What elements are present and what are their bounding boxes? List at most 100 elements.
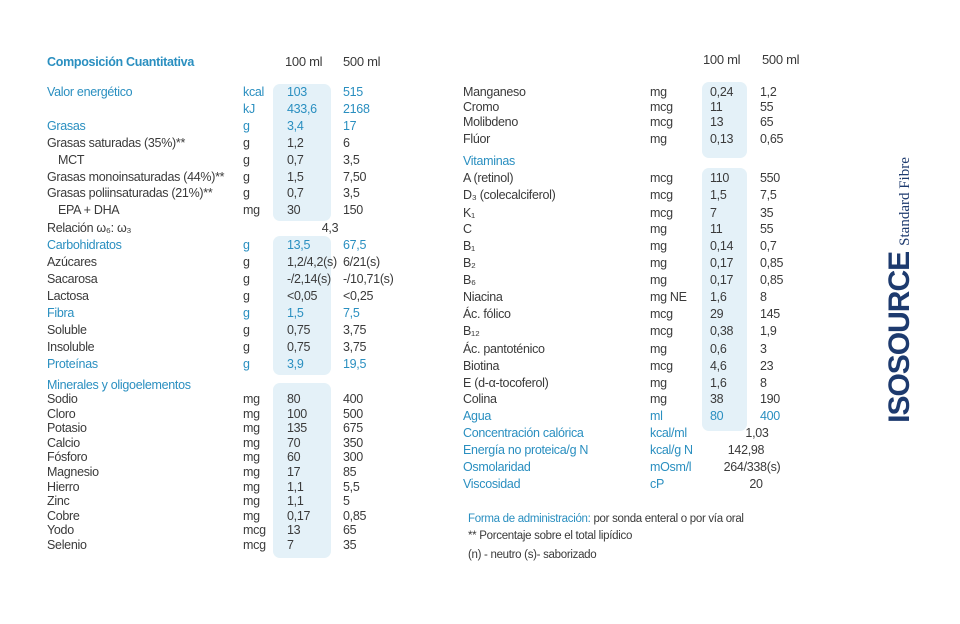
value-500ml: 8 [760, 376, 767, 390]
value-500ml: -/10,71(s) [343, 272, 394, 286]
row-label: Biotina [463, 359, 500, 373]
value-500ml: 675 [343, 421, 363, 435]
row-label: B₆ [463, 273, 476, 287]
row-label: Cobre [47, 509, 80, 523]
value-100ml: 0,14 [710, 239, 734, 253]
unit: mg [243, 480, 260, 494]
row-label: B₁₂ [463, 324, 480, 338]
value-100ml: 135 [287, 421, 307, 435]
value-100ml: 1,1 [287, 494, 304, 508]
value-500ml: 0,85 [343, 509, 367, 523]
row-label: C [463, 222, 472, 236]
unit: cP [650, 477, 664, 491]
unit: mg [650, 273, 667, 287]
note: ** Porcentaje sobre el total lipídico [468, 530, 633, 542]
unit: g [243, 136, 250, 150]
value-100ml: 38 [710, 392, 724, 406]
value-500ml: 7,50 [343, 170, 367, 184]
unit: g [243, 306, 250, 320]
highlight-box [273, 84, 331, 221]
value-500ml: 0,85 [760, 256, 784, 270]
value-500ml: 85 [343, 465, 357, 479]
value-500ml: 7,5 [760, 188, 777, 202]
value-500ml: 35 [343, 538, 357, 552]
value-500ml: 3,75 [343, 323, 367, 337]
column-header: 500 ml [343, 54, 381, 69]
value-100ml: 433,6 [287, 102, 317, 116]
row-label: Cloro [47, 407, 76, 421]
value: 264/338(s) [723, 460, 781, 474]
product-name: Standard Fibre [897, 157, 913, 246]
value: 142,98 [727, 443, 765, 457]
value-100ml: 60 [287, 450, 301, 464]
value-100ml: 1,5 [287, 306, 304, 320]
value-500ml: 6 [343, 136, 350, 150]
note-label: Forma de administración: [468, 513, 591, 525]
row-label: Sacarosa [47, 272, 98, 286]
row-label: Calcio [47, 436, 80, 450]
row-label: Selenio [47, 538, 87, 552]
row-label: Grasas poliinsaturadas (21%)** [47, 186, 213, 200]
value-100ml: 103 [287, 85, 307, 99]
row-label: Fibra [47, 306, 74, 320]
value-100ml: 0,7 [287, 186, 304, 200]
unit: mg [650, 222, 667, 236]
value-100ml: 0,6 [710, 342, 727, 356]
unit: g [243, 357, 250, 371]
unit: g [243, 119, 250, 133]
value-500ml: <0,25 [343, 289, 374, 303]
value-500ml: 0,65 [760, 132, 784, 146]
row-label: Zinc [47, 494, 70, 508]
column-header: 100 ml [285, 54, 323, 69]
row-label: Cromo [463, 100, 500, 114]
value-100ml: 0,75 [287, 323, 311, 337]
row-label: Osmolaridad [463, 460, 531, 474]
unit: g [243, 340, 250, 354]
unit: mcg [650, 359, 673, 373]
value-100ml: 7 [710, 206, 717, 220]
row-label: Agua [463, 409, 491, 423]
unit: mcg [650, 100, 673, 114]
row-label: Insoluble [47, 340, 95, 354]
value-500ml: 8 [760, 290, 767, 304]
value-100ml: 0,7 [287, 153, 304, 167]
value-500ml: 500 [343, 407, 363, 421]
unit: g [243, 323, 250, 337]
row-label: Sodio [47, 392, 78, 406]
value: 20 [749, 477, 763, 491]
unit: mg [650, 85, 667, 99]
note: (n) - neutro (s)- saborizado [468, 549, 597, 561]
note: Forma de administración: por sonda enter… [468, 513, 744, 525]
value-500ml: 3,5 [343, 186, 360, 200]
value-500ml: 65 [760, 115, 774, 129]
value-500ml: 0,7 [760, 239, 777, 253]
value-100ml: 13 [710, 115, 724, 129]
unit: mg [650, 239, 667, 253]
unit: mg [650, 342, 667, 356]
unit: g [243, 255, 250, 269]
value-100ml: 110 [710, 171, 730, 185]
value-100ml: 1,2 [287, 136, 304, 150]
value-500ml: 6/21(s) [343, 255, 380, 269]
row-label: Flúor [463, 132, 490, 146]
value-100ml: 0,75 [287, 340, 311, 354]
value-100ml: 1,1 [287, 480, 304, 494]
value: 4,3 [321, 221, 339, 235]
row-label: Grasas [47, 119, 86, 133]
unit: mg NE [650, 290, 687, 304]
unit: mg [650, 256, 667, 270]
row-label: Soluble [47, 323, 87, 337]
row-label: Carbohidratos [47, 238, 122, 252]
row-label: Vitaminas [463, 154, 515, 168]
unit: mOsm/l [650, 460, 692, 474]
value-100ml: 80 [287, 392, 301, 406]
row-label: Manganeso [463, 85, 526, 99]
unit: mg [243, 450, 260, 464]
row-label: EPA + DHA [58, 203, 120, 217]
value-100ml: 1,2/4,2(s) [287, 255, 337, 269]
value-100ml: 17 [287, 465, 301, 479]
unit: g [243, 153, 250, 167]
unit: mg [650, 376, 667, 390]
note-text: por sonda enteral o por vía oral [593, 513, 744, 525]
